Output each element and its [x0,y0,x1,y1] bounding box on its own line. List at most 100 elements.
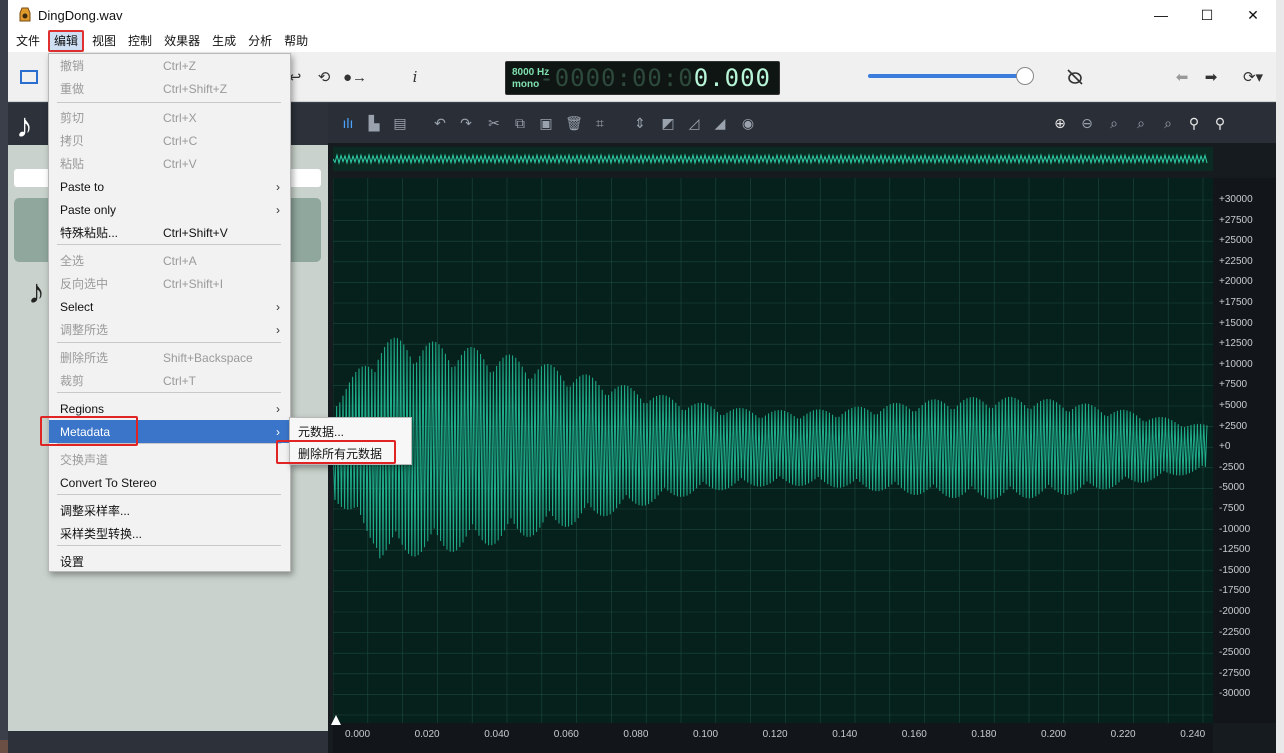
maximize-button[interactable]: ☐ [1200,6,1214,23]
menu-item-label: 调整所选 [60,323,109,337]
music-file-icon: ♪ [28,273,45,311]
repeat-icon[interactable]: ⟲ [317,69,331,86]
menu-item-shortcut: Ctrl+V [163,156,197,171]
x-tick-label: 0.020 [414,729,440,740]
y-tick-label: -10000 [1219,523,1251,535]
selection-mode-icon[interactable] [18,66,40,88]
x-tick-label: 0.100 [693,729,719,740]
zoom-in-icon[interactable]: ⊕ [1054,114,1066,131]
volume-slider[interactable] [868,67,1034,85]
edit-menu-item: 交换声道 [49,448,290,471]
edit-menu-item[interactable]: 采样类型转换... [49,522,290,545]
menu-separator [57,545,281,546]
waveform-canvas[interactable] [333,178,1213,723]
menu-control[interactable]: 控制 [128,34,153,48]
undo-icon[interactable]: ↶ [434,114,446,131]
menu-bar: 文件 编辑 视图 控制 效果器 生成 分析 帮助 [8,30,1276,52]
fade-out-icon[interactable]: ◢ [714,114,726,131]
x-tick-label: 0.180 [971,729,997,740]
edit-menu-dropdown: 撤销 Ctrl+Z 重做 Ctrl+Shift+Z 剪切 Ctrl+X 拷贝 Ctrl+C 粘贴… [40,53,291,573]
vertical-zoom-out-icon[interactable]: ⚲ [1214,114,1226,131]
crop-icon[interactable]: ⌗ [596,114,604,131]
menu-separator [57,494,281,495]
menu-item-label: 剪切 [60,111,85,125]
spectrum-view-icon[interactable]: ▙ [368,114,380,131]
menu-help[interactable]: 帮助 [284,34,309,48]
edit-menu-item[interactable]: 设置 [49,550,290,573]
overview-waveform[interactable] [333,147,1213,171]
time-display: 8000 Hz mono -0000:00:00.000 [505,61,780,95]
delete-icon[interactable]: 🗑 [565,114,583,131]
redo-icon[interactable]: ↷ [460,114,472,131]
fade-in-icon[interactable]: ◿ [688,114,700,131]
metadata-item[interactable]: 元数据... [298,424,345,439]
menu-view[interactable]: 视图 [92,34,117,48]
menu-effects[interactable]: 效果器 [164,34,201,48]
highlight-box-delete-metadata [276,440,396,464]
waveform-view-icon[interactable]: ılı [342,115,354,131]
edit-menu-item[interactable]: Paste to › [49,175,290,198]
playhead-marker-icon[interactable] [331,715,341,727]
editor-toolbar: ılı ▙ ▤ ↶ ↷ ✂ ⧉ ▣ 🗑 ⌗ ⇕ ◩ ◿ ◢ ◉ ⊕ ⊖ ⌕ ⌕ … [328,103,1276,143]
y-tick-label: -15000 [1219,564,1251,576]
info-icon[interactable]: i [412,68,418,86]
y-tick-label: +0 [1219,441,1231,453]
y-tick-label: +20000 [1219,276,1253,288]
skip-to-icon[interactable]: ●→ [342,68,368,86]
edit-menu-item[interactable]: 调整采样率... [49,499,290,522]
x-tick-label: 0.200 [1041,729,1067,740]
channel-label: mono [512,79,540,90]
fade-icon[interactable]: ◩ [661,114,675,131]
normalize-icon[interactable]: ⇕ [634,114,646,131]
edit-menu-item[interactable]: 特殊粘贴... Ctrl+Shift+V [49,221,290,244]
menu-analyze[interactable]: 分析 [248,34,273,48]
sample-rate-label: 8000 Hz [512,67,550,78]
x-tick-label: 0.080 [623,729,649,740]
copy-icon[interactable]: ⧉ [515,114,525,131]
chevron-right-icon: › [276,322,280,337]
cut-icon[interactable]: ✂ [488,114,500,131]
paste-icon[interactable]: ▣ [539,114,553,131]
mute-icon[interactable] [1064,66,1086,88]
y-tick-label: +12500 [1219,338,1253,350]
edit-menu-item[interactable]: Paste only › [49,198,290,221]
zoom-out-icon[interactable]: ⊖ [1081,114,1093,131]
zoom-fit-icon[interactable]: ⌕ [1137,114,1145,131]
x-tick-label: 0.160 [901,729,927,740]
edit-menu-item[interactable]: Convert To Stereo [49,471,290,494]
panel-footer [8,731,328,753]
x-tick-label: 0.140 [832,729,858,740]
title-bar: DingDong.wav — ☐ ✕ [8,0,1276,30]
effect-icon[interactable]: ◉ [741,114,755,131]
edit-menu-item[interactable]: Metadata › [49,420,290,443]
x-tick-label: 0.040 [484,729,510,740]
menu-edit[interactable]: 编辑 [48,30,85,52]
menu-item-shortcut: Ctrl+A [163,253,197,268]
desktop-background [0,740,8,753]
edit-menu-item[interactable]: Regions › [49,397,290,420]
back-arrow-icon[interactable]: ⬅ [1175,69,1189,86]
highlight-box-metadata [40,416,138,446]
loop-back-icon[interactable]: ↩ [288,69,302,86]
menu-item-shortcut: Ctrl+C [163,133,198,148]
volume-slider-thumb[interactable] [1016,67,1034,85]
zoom-all-icon[interactable]: ⌕ [1164,114,1172,131]
edit-menu-item: 撤销 Ctrl+Z [49,54,290,77]
edit-menu-item[interactable]: Select › [49,295,290,318]
menu-file[interactable]: 文件 [16,34,41,48]
menu-generate[interactable]: 生成 [212,34,237,48]
menu-item-label: 设置 [60,555,85,569]
menu-item-label: 删除所选 [60,351,109,365]
close-button[interactable]: ✕ [1247,6,1259,23]
delete-all-metadata-item[interactable]: 删除所有元数据 [298,446,383,461]
forward-arrow-icon[interactable]: ➡ [1204,69,1218,86]
edit-menu-item: 调整所选 › [49,318,290,341]
spectrogram-view-icon[interactable]: ▤ [393,114,407,131]
zoom-selection-icon[interactable]: ⌕ [1110,114,1118,131]
history-icon[interactable]: ⟳▾ [1242,69,1264,86]
y-tick-label: -27500 [1219,667,1251,679]
x-tick-label: 0.220 [1110,729,1136,740]
vertical-zoom-in-icon[interactable]: ⚲ [1188,114,1200,131]
edit-menu-item: 拷贝 Ctrl+C [49,129,290,152]
minimize-button[interactable]: — [1154,7,1168,23]
